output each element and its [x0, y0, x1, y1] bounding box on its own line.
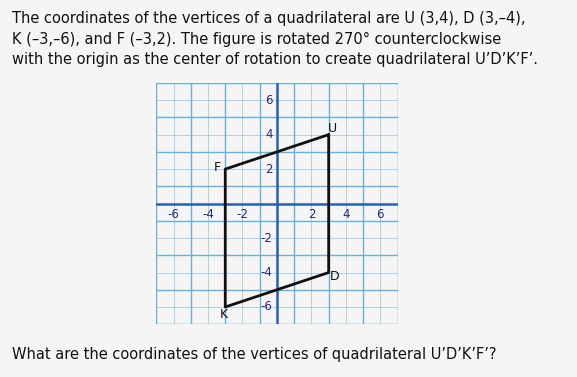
Text: D: D: [330, 270, 339, 284]
Text: K: K: [219, 308, 227, 321]
Text: F: F: [214, 161, 221, 174]
Text: The coordinates of the vertices of a quadrilateral are U (3,4), D (3,–4),
K (–3,: The coordinates of the vertices of a qua…: [12, 11, 538, 67]
Text: 6: 6: [265, 93, 273, 107]
Text: 6: 6: [377, 208, 384, 221]
Text: -4: -4: [261, 266, 273, 279]
Text: -2: -2: [261, 231, 273, 245]
Text: -6: -6: [167, 208, 179, 221]
Text: U: U: [328, 122, 336, 135]
Text: -2: -2: [237, 208, 249, 221]
Text: 4: 4: [342, 208, 350, 221]
Text: 4: 4: [265, 128, 273, 141]
Text: 2: 2: [308, 208, 315, 221]
Text: -6: -6: [261, 300, 273, 314]
Text: 2: 2: [265, 162, 273, 176]
Text: What are the coordinates of the vertices of quadrilateral U’D’K’F’?: What are the coordinates of the vertices…: [12, 347, 496, 362]
Text: -4: -4: [202, 208, 214, 221]
